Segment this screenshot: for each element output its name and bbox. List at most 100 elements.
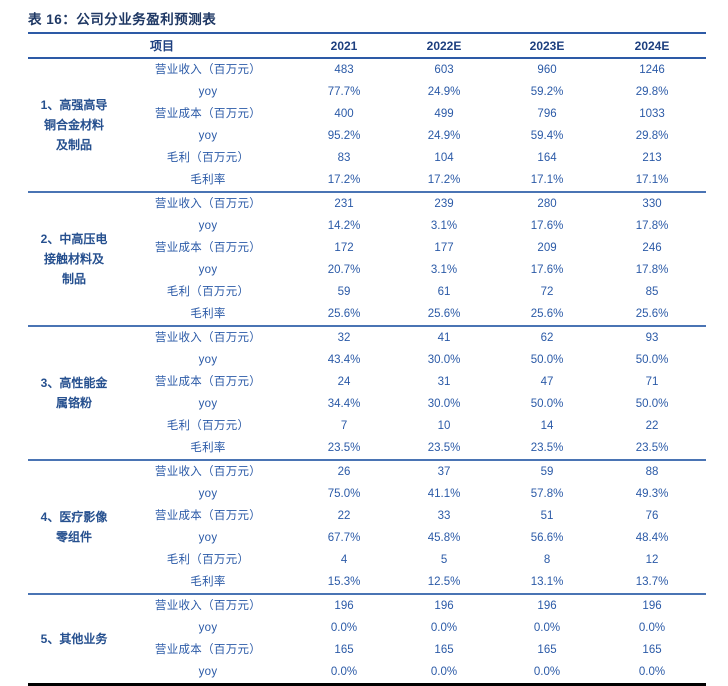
table-row: 毛利（百万元） 59 61 72 85: [28, 281, 706, 303]
forecast-table: 项目 2021 2022E 2023E 2024E 1、高强高导 铜合金材料 及制品…: [28, 32, 707, 686]
cell-value: 47: [540, 375, 554, 388]
column-header-2022e: 2022E: [392, 33, 497, 59]
cell-value: 1246: [639, 63, 665, 76]
cell-value: 50.0%: [530, 397, 564, 410]
cell-value: 83: [337, 151, 351, 164]
cell-value: 49.3%: [635, 487, 669, 500]
cell-value: 29.8%: [635, 85, 669, 98]
cell-value: 41: [392, 325, 497, 349]
cell-value: 13.1%: [530, 575, 564, 588]
metric-label: yoy: [198, 129, 218, 142]
cell-value: 23.5%: [635, 441, 669, 454]
table-row: 营业成本（百万元） 400 499 796 1033: [28, 103, 706, 125]
table-row: 毛利（百万元） 83 104 164 213: [28, 147, 706, 169]
table-row: 营业成本（百万元） 172 177 209 246: [28, 237, 706, 259]
cell-value: 13.7%: [635, 575, 669, 588]
cell-value: 77.7%: [327, 85, 361, 98]
metric-label: yoy: [198, 397, 218, 410]
cell-value: 33: [437, 509, 451, 522]
cell-value: 93: [598, 325, 707, 349]
cell-value: 25.6%: [427, 307, 461, 320]
cell-value: 76: [645, 509, 659, 522]
cell-value: 165: [537, 643, 557, 656]
table-row: 毛利率 17.2% 17.2% 17.1% 17.1%: [28, 169, 706, 192]
cell-value: 177: [434, 241, 454, 254]
cell-value: 22: [645, 419, 659, 432]
cell-value: 85: [645, 285, 659, 298]
cell-value: 165: [642, 643, 662, 656]
cell-value: 71: [645, 375, 659, 388]
cell-value: 24.9%: [427, 129, 461, 142]
cell-value: 239: [392, 191, 497, 215]
metric-label: 营业成本（百万元）: [154, 241, 262, 254]
cell-value: 213: [642, 151, 662, 164]
cell-value: 20.7%: [327, 263, 361, 276]
metric-label: 营业成本（百万元）: [154, 509, 262, 522]
metric-label: 毛利（百万元）: [166, 553, 250, 566]
cell-value: 22: [337, 509, 351, 522]
cell-value: 164: [537, 151, 557, 164]
cell-value: 59.4%: [530, 129, 564, 142]
cell-value: 17.6%: [530, 263, 564, 276]
table-row: yoy 34.4% 30.0% 50.0% 50.0%: [28, 393, 706, 415]
metric-label: yoy: [198, 263, 218, 276]
column-header-item: 项目: [28, 33, 297, 59]
cell-value: 15.3%: [327, 575, 361, 588]
table-row: 4、医疗影像 零组件 营业收入（百万元） 26 37 59 88: [28, 459, 707, 594]
cell-value: 0.0%: [638, 621, 666, 634]
table-row: 3、高性能金 属铬粉 营业收入（百万元） 32 41 62 93: [28, 325, 707, 460]
cell-value: 17.1%: [635, 173, 669, 186]
cell-value: 0.0%: [638, 665, 666, 678]
table-row: yoy 77.7% 24.9% 59.2% 29.8%: [28, 81, 706, 103]
cell-value: 62: [496, 325, 599, 349]
metric-label: 营业成本（百万元）: [154, 107, 262, 120]
metric-label: 营业收入（百万元）: [120, 191, 297, 215]
metric-label: 毛利（百万元）: [166, 419, 250, 432]
table-row: 毛利率 23.5% 23.5% 23.5% 23.5%: [28, 437, 706, 460]
cell-value: 499: [434, 107, 454, 120]
cell-value: 14.2%: [327, 219, 361, 232]
table-row: 营业成本（百万元） 165 165 165 165: [28, 639, 706, 661]
cell-value: 23.5%: [427, 441, 461, 454]
cell-value: 57.8%: [530, 487, 564, 500]
cell-value: 483: [334, 63, 354, 76]
cell-value: 196: [296, 593, 393, 617]
cell-value: 43.4%: [327, 353, 361, 366]
table-row: 毛利（百万元） 7 10 14 22: [28, 415, 706, 437]
cell-value: 0.0%: [330, 621, 358, 634]
segment-name: 4、医疗影像 零组件: [28, 459, 120, 594]
cell-value: 7: [340, 419, 348, 432]
cell-value: 165: [434, 643, 454, 656]
cell-value: 59: [496, 459, 599, 483]
metric-label: 毛利率: [190, 441, 226, 454]
cell-value: 8: [543, 553, 551, 566]
cell-value: 31: [437, 375, 451, 388]
cell-value: 4: [340, 553, 348, 566]
metric-label: yoy: [198, 621, 218, 634]
cell-value: 30.0%: [427, 353, 461, 366]
metric-label: yoy: [198, 487, 218, 500]
column-header-2021: 2021: [296, 33, 393, 59]
metric-label: yoy: [198, 665, 218, 678]
table-header: 项目 2021 2022E 2023E 2024E: [28, 33, 707, 59]
cell-value: 5: [440, 553, 448, 566]
cell-value: 88: [598, 459, 707, 483]
cell-value: 37: [392, 459, 497, 483]
cell-value: 59: [337, 285, 351, 298]
cell-value: 3.1%: [430, 263, 458, 276]
header-row: 项目 2021 2022E 2023E 2024E: [28, 33, 707, 59]
cell-value: 29.8%: [635, 129, 669, 142]
cell-value: 61: [437, 285, 451, 298]
cell-value: 796: [537, 107, 557, 120]
table-row: 毛利（百万元） 4 5 8 12: [28, 549, 706, 571]
cell-value: 32: [296, 325, 393, 349]
cell-value: 280: [496, 191, 599, 215]
cell-value: 0.0%: [430, 665, 458, 678]
cell-value: 72: [540, 285, 554, 298]
table-row: yoy 95.2% 24.9% 59.4% 29.8%: [28, 125, 706, 147]
cell-value: 23.5%: [327, 441, 361, 454]
table-row: 毛利率 15.3% 12.5% 13.1% 13.7%: [28, 571, 706, 594]
cell-value: 25.6%: [530, 307, 564, 320]
cell-value: 12.5%: [427, 575, 461, 588]
cell-value: 17.2%: [327, 173, 361, 186]
